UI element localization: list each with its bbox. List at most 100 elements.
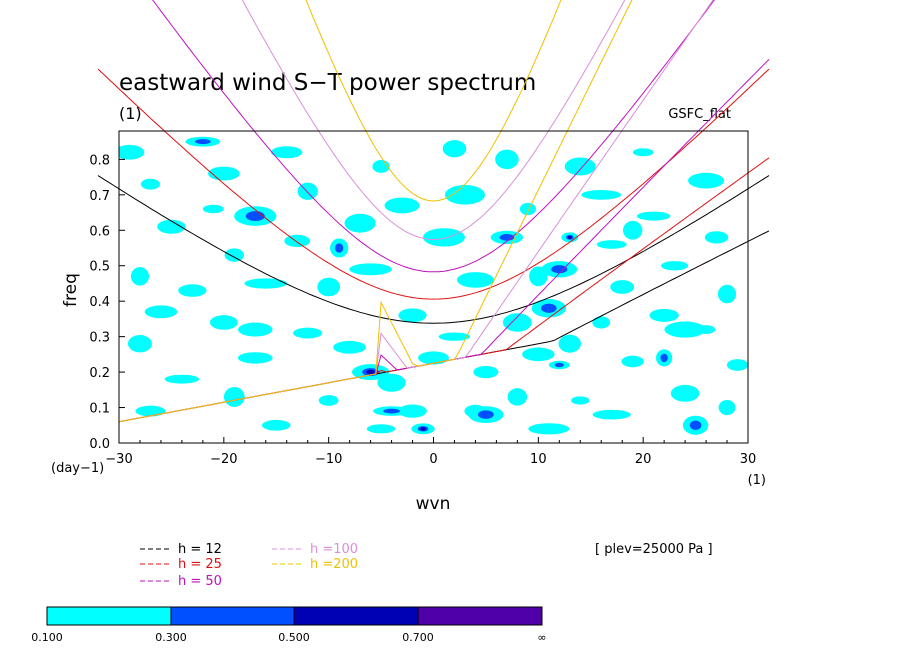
- contour-patch: [271, 146, 303, 159]
- contour-patch: [398, 404, 427, 418]
- contour-patch: [621, 355, 644, 368]
- plev-annotation: [ plev=25000 Pa ]: [595, 542, 713, 557]
- dispersion-curve-band: [97, 68, 770, 300]
- legend-label: h = 50: [178, 574, 222, 589]
- contour-patch: [318, 395, 339, 406]
- dispersion-curve-band: [241, 0, 626, 241]
- contour-patch-core: [245, 211, 265, 222]
- colorbar-label: ∞: [537, 631, 546, 644]
- y-tick-label: 0.6: [89, 224, 110, 239]
- contour-patch: [293, 327, 323, 339]
- contour-patch: [519, 202, 536, 216]
- legend-label: h =200: [310, 557, 358, 572]
- contour-patch: [377, 373, 406, 392]
- contour-patch: [558, 334, 582, 353]
- colorbar-segment: [293, 606, 419, 626]
- contour-patch-core: [541, 303, 557, 313]
- contour-patch: [202, 204, 224, 214]
- contour-patch: [333, 340, 367, 354]
- y-tick-label: 0.7: [89, 189, 110, 204]
- contour-patch: [237, 352, 273, 364]
- contour-patch: [127, 335, 152, 353]
- y-tick-label: 0.2: [89, 366, 110, 381]
- contour-patch: [592, 409, 631, 420]
- contour-patch: [284, 234, 311, 248]
- dispersion-curve-band: [97, 175, 770, 324]
- contour-patch: [317, 277, 341, 297]
- contour-patch: [632, 148, 654, 157]
- contour-patch-core: [195, 139, 211, 145]
- contour-patch: [178, 284, 207, 297]
- contour-patch: [444, 185, 485, 205]
- contour-patch: [726, 359, 748, 371]
- contour-patch: [442, 140, 467, 158]
- contour-patch: [262, 419, 291, 431]
- contour-patch: [119, 144, 145, 160]
- contour-patch-core: [335, 243, 344, 253]
- y-tick-label: 0.5: [89, 260, 110, 275]
- x-axis-units: (1): [748, 473, 766, 488]
- contour-patch-peak: [420, 427, 426, 431]
- chart-title: eastward wind S−T power spectrum: [119, 70, 536, 96]
- contour-patch: [130, 267, 150, 286]
- contour-patch: [157, 219, 186, 234]
- dispersion-curve-band: [305, 0, 562, 202]
- x-tick-label: 30: [740, 452, 757, 467]
- contour-patch: [495, 149, 519, 170]
- dispersion-curve-branch: [118, 0, 633, 423]
- contour-patch: [366, 424, 396, 434]
- colorbar-segment: [46, 606, 172, 626]
- contour-patch: [209, 315, 238, 330]
- contour-patch: [418, 351, 449, 365]
- x-tick-label: 20: [635, 452, 652, 467]
- contour-patch: [522, 347, 555, 362]
- contour-patch: [224, 248, 245, 262]
- contour-patch-core: [554, 362, 564, 368]
- legend-label: h =100: [310, 542, 358, 557]
- y-tick-label: 0.3: [89, 331, 110, 346]
- contour-patch: [164, 374, 200, 384]
- y-axis-label: freq: [61, 273, 81, 307]
- contour-patch: [664, 321, 706, 338]
- contour-patch: [571, 396, 590, 405]
- contour-patch: [438, 332, 471, 341]
- contour-patch: [244, 278, 288, 289]
- contour-patch: [636, 211, 671, 221]
- contour-patch: [670, 384, 700, 402]
- contour-patch-peak: [567, 235, 572, 239]
- x-tick-label: 0: [429, 452, 437, 467]
- contour-patch: [660, 261, 689, 271]
- colorbar-label: 0.700: [402, 631, 434, 644]
- contour-patch: [596, 240, 627, 249]
- contour-patch: [473, 365, 499, 379]
- contour-patch: [622, 220, 643, 240]
- contour-patch: [507, 388, 528, 406]
- contour-patch: [718, 399, 736, 416]
- x-axis-label: wvn: [416, 494, 451, 514]
- contour-patch-core: [499, 234, 515, 241]
- contour-patch: [135, 405, 166, 417]
- contour-patch: [398, 308, 427, 323]
- contour-patch: [592, 316, 611, 329]
- contour-patch-core: [383, 408, 400, 414]
- contour-patch: [140, 178, 161, 190]
- contour-patch: [564, 157, 596, 176]
- contour-patch: [688, 172, 725, 189]
- y-tick-label: 0.8: [89, 153, 110, 168]
- contour-patch: [610, 280, 635, 294]
- colorbar-label: 0.500: [278, 631, 310, 644]
- contour-patch: [502, 313, 532, 332]
- contour-patch: [717, 284, 737, 304]
- dispersion-curve-branch: [118, 157, 770, 423]
- x-tick-label: −10: [315, 452, 342, 467]
- dataset-label: GSFC_flat: [668, 107, 731, 122]
- contour-patch-peak: [366, 369, 375, 375]
- contour-patch-core: [551, 265, 568, 274]
- colorbar-segment: [170, 606, 295, 626]
- contour-patch: [649, 308, 679, 322]
- contour-patch: [344, 213, 376, 233]
- colorbar-segment: [417, 606, 543, 626]
- contour-patch: [349, 263, 392, 276]
